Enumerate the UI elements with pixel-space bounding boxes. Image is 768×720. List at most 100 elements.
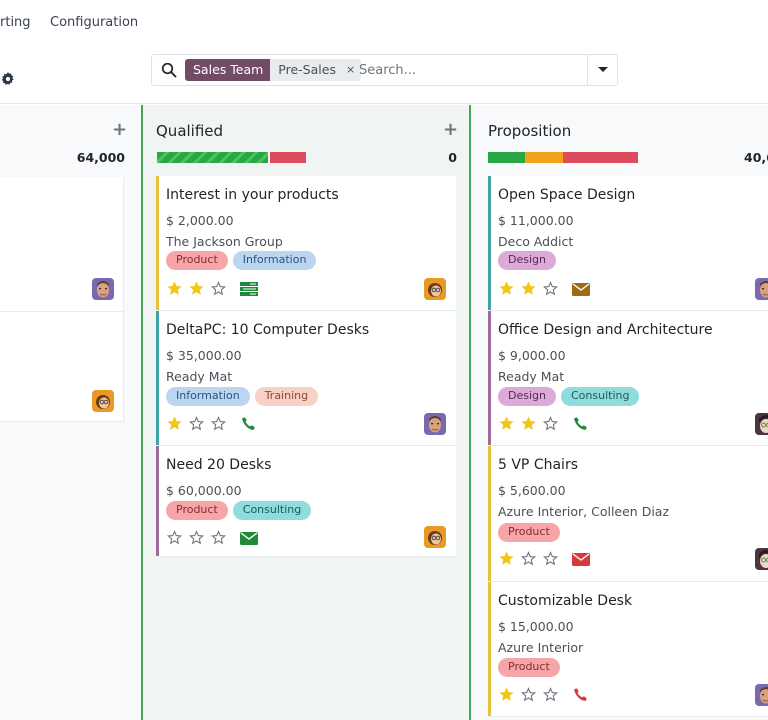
card-color-stripe bbox=[156, 176, 159, 310]
column-progress-bar[interactable] bbox=[488, 152, 638, 163]
card-amount: $ 5,600.00 bbox=[498, 483, 566, 498]
tag-design: Design bbox=[498, 251, 556, 270]
card-amount: $ 35,000.00 bbox=[166, 348, 242, 363]
kanban-column-proposition: Proposition 40,6 Open Space Design $ 11,… bbox=[471, 105, 768, 720]
star-filled-icon[interactable] bbox=[498, 686, 515, 703]
card-tags: Design Consulting bbox=[498, 387, 640, 406]
tag-product: Product bbox=[498, 658, 560, 677]
search-facet: Sales Team Pre-Sales × bbox=[185, 59, 362, 81]
kanban-card[interactable]: Need 20 Desks $ 60,000.00 Product Consul… bbox=[156, 446, 456, 557]
star-filled-icon[interactable] bbox=[520, 280, 537, 297]
star-filled-icon[interactable] bbox=[520, 415, 537, 432]
kanban-card[interactable]: Customizable Desk $ 15,000.00 Azure Inte… bbox=[488, 582, 768, 717]
card-title: Interest in your products bbox=[166, 187, 339, 203]
avatar[interactable] bbox=[92, 278, 114, 300]
facet-value-label: Pre-Sales bbox=[278, 62, 336, 77]
control-panel: Sales Team Pre-Sales × bbox=[0, 46, 768, 104]
kanban-card[interactable]: Open Space Design $ 11,000.00 Deco Addic… bbox=[488, 176, 768, 311]
kanban-card[interactable]: Office Design and Architecture $ 9,000.0… bbox=[488, 311, 768, 446]
kanban-card[interactable]: 5 VP Chairs $ 5,600.00 Azure Interior, C… bbox=[488, 446, 768, 582]
card-title: Office Design and Architecture bbox=[498, 322, 713, 338]
star-filled-icon[interactable] bbox=[166, 415, 183, 432]
star-empty-icon[interactable] bbox=[542, 550, 559, 567]
column-total: 40,6 bbox=[744, 150, 768, 165]
activity-list-icon[interactable] bbox=[240, 281, 258, 297]
card-color-stripe bbox=[488, 176, 491, 310]
caret-down-icon bbox=[598, 67, 608, 72]
card-partner: Azure Interior, Colleen Diaz bbox=[498, 504, 670, 519]
card-footer bbox=[166, 415, 258, 432]
plus-icon[interactable]: + bbox=[112, 119, 128, 140]
card-title: Open Space Design bbox=[498, 187, 636, 203]
avatar[interactable] bbox=[424, 278, 446, 300]
kanban-board: + 64,000 Qualified + 0 Interest in your … bbox=[0, 105, 768, 720]
nav-configuration[interactable]: Configuration bbox=[50, 15, 139, 30]
avatar[interactable] bbox=[424, 526, 446, 548]
star-filled-icon[interactable] bbox=[498, 550, 515, 567]
card-title: 5 VP Chairs bbox=[498, 457, 578, 473]
avatar[interactable] bbox=[755, 413, 768, 435]
tag-consulting: Consulting bbox=[232, 501, 312, 520]
star-filled-icon[interactable] bbox=[188, 280, 205, 297]
tag-information: Information bbox=[232, 251, 317, 270]
avatar[interactable] bbox=[755, 278, 768, 300]
search-icon[interactable] bbox=[161, 62, 177, 78]
star-empty-icon[interactable] bbox=[520, 686, 537, 703]
star-filled-icon[interactable] bbox=[498, 415, 515, 432]
progress-segment-red[interactable] bbox=[563, 152, 638, 163]
kanban-card[interactable] bbox=[0, 312, 124, 422]
avatar[interactable] bbox=[92, 390, 114, 412]
star-filled-icon[interactable] bbox=[166, 280, 183, 297]
progress-segment-red[interactable] bbox=[270, 152, 306, 163]
phone-icon[interactable] bbox=[240, 416, 258, 432]
star-empty-icon[interactable] bbox=[210, 415, 227, 432]
envelope-icon[interactable] bbox=[572, 551, 590, 567]
avatar[interactable] bbox=[755, 548, 768, 570]
star-filled-icon[interactable] bbox=[498, 280, 515, 297]
progress-segment-green[interactable] bbox=[157, 152, 268, 163]
envelope-icon[interactable] bbox=[572, 281, 590, 297]
star-empty-icon[interactable] bbox=[210, 280, 227, 297]
phone-icon[interactable] bbox=[572, 687, 590, 703]
star-empty-icon[interactable] bbox=[542, 415, 559, 432]
facet-name: Sales Team bbox=[185, 59, 271, 81]
tag-consulting: Consulting bbox=[560, 387, 640, 406]
avatar[interactable] bbox=[755, 684, 768, 706]
column-progress-bar[interactable] bbox=[157, 152, 306, 163]
column-total: 64,000 bbox=[76, 150, 125, 165]
plus-icon[interactable]: + bbox=[443, 119, 459, 140]
card-color-stripe bbox=[488, 311, 491, 445]
search-options-toggle[interactable] bbox=[587, 55, 617, 85]
avatar[interactable] bbox=[424, 413, 446, 435]
card-amount: $ 9,000.00 bbox=[498, 348, 566, 363]
nav-reporting[interactable]: rting bbox=[0, 15, 31, 30]
card-tags: Product Information bbox=[166, 251, 317, 270]
star-empty-icon[interactable] bbox=[210, 529, 227, 546]
star-empty-icon[interactable] bbox=[542, 686, 559, 703]
kanban-card[interactable]: Interest in your products $ 2,000.00 The… bbox=[156, 176, 456, 311]
card-footer bbox=[166, 529, 258, 546]
gear-icon[interactable] bbox=[1, 71, 15, 86]
envelope-icon[interactable] bbox=[240, 530, 258, 546]
card-tags: Product bbox=[498, 523, 560, 542]
card-footer bbox=[498, 280, 590, 297]
facet-remove-icon[interactable]: × bbox=[345, 63, 356, 76]
card-footer bbox=[498, 686, 590, 703]
kanban-card[interactable]: DeltaPC: 10 Computer Desks $ 35,000.00 R… bbox=[156, 311, 456, 446]
search-input[interactable] bbox=[359, 60, 579, 80]
top-navbar: rting Configuration bbox=[0, 0, 768, 46]
star-empty-icon[interactable] bbox=[188, 529, 205, 546]
kanban-card[interactable] bbox=[0, 177, 124, 312]
card-amount: $ 60,000.00 bbox=[166, 483, 242, 498]
star-empty-icon[interactable] bbox=[520, 550, 537, 567]
star-empty-icon[interactable] bbox=[542, 280, 559, 297]
tag-design: Design bbox=[498, 387, 556, 406]
progress-segment-orange[interactable] bbox=[525, 152, 563, 163]
progress-segment-green[interactable] bbox=[488, 152, 525, 163]
star-empty-icon[interactable] bbox=[188, 415, 205, 432]
phone-icon[interactable] bbox=[572, 416, 590, 432]
card-title: Customizable Desk bbox=[498, 593, 633, 609]
kanban-column-qualified: Qualified + 0 Interest in your products … bbox=[141, 105, 471, 720]
card-color-stripe bbox=[156, 446, 159, 556]
star-empty-icon[interactable] bbox=[166, 529, 183, 546]
